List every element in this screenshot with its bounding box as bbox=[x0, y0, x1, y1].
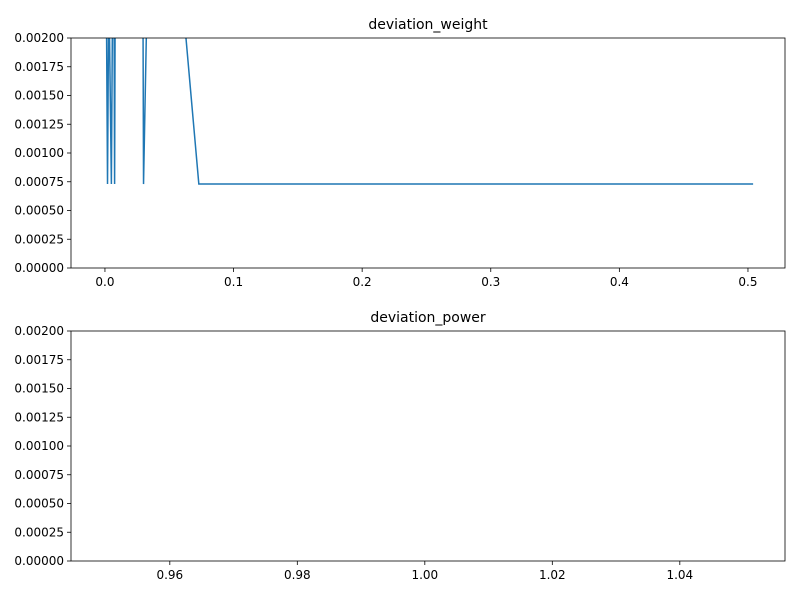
y-tick-label: 0.00050 bbox=[14, 497, 64, 511]
x-tick-label: 0.2 bbox=[353, 275, 372, 289]
y-tick-label: 0.00125 bbox=[14, 410, 64, 424]
subplot: deviation_power 0.00000 0.00025 0.00050 0.00… bbox=[14, 310, 786, 582]
x-tick-label: 1.00 bbox=[411, 568, 438, 582]
y-tick-label: 0.00175 bbox=[14, 353, 64, 367]
data-line bbox=[105, 38, 754, 185]
y-tick-label: 0.00150 bbox=[14, 89, 64, 103]
subplot: deviation_weight 0.00000 0.00025 0.00050 0.0… bbox=[14, 17, 786, 289]
x-tick-label: 0.4 bbox=[610, 275, 629, 289]
chart-title: deviation_power bbox=[370, 310, 486, 326]
y-tick-label: 0.00100 bbox=[14, 439, 64, 453]
x-tick-label: 1.04 bbox=[666, 568, 693, 582]
y-tick-label: 0.00050 bbox=[14, 204, 64, 218]
axes-frame bbox=[70, 37, 786, 269]
x-tick-label: 0.98 bbox=[284, 568, 311, 582]
x-tick-label: 0.5 bbox=[738, 275, 757, 289]
y-tick-label: 0.00075 bbox=[14, 468, 64, 482]
y-tick-label: 0.00000 bbox=[14, 554, 64, 568]
y-tick-label: 0.00175 bbox=[14, 60, 64, 74]
x-tick-label: 0.1 bbox=[224, 275, 243, 289]
y-tick-label: 0.00125 bbox=[14, 117, 64, 131]
y-tick-label: 0.00025 bbox=[14, 525, 64, 539]
y-tick-label: 0.00025 bbox=[14, 232, 64, 246]
y-tick-label: 0.00200 bbox=[14, 324, 64, 338]
x-tick-label: 0.3 bbox=[481, 275, 500, 289]
axes-frame bbox=[70, 330, 786, 562]
x-tick-label: 0.96 bbox=[156, 568, 183, 582]
y-tick-label: 0.00150 bbox=[14, 382, 64, 396]
x-tick-label: 1.02 bbox=[539, 568, 566, 582]
x-tick-label: 0.0 bbox=[95, 275, 114, 289]
y-tick-label: 0.00075 bbox=[14, 175, 64, 189]
y-tick-label: 0.00000 bbox=[14, 261, 64, 275]
y-tick-label: 0.00200 bbox=[14, 31, 64, 45]
y-tick-label: 0.00100 bbox=[14, 146, 64, 160]
chart-title: deviation_weight bbox=[368, 17, 488, 33]
